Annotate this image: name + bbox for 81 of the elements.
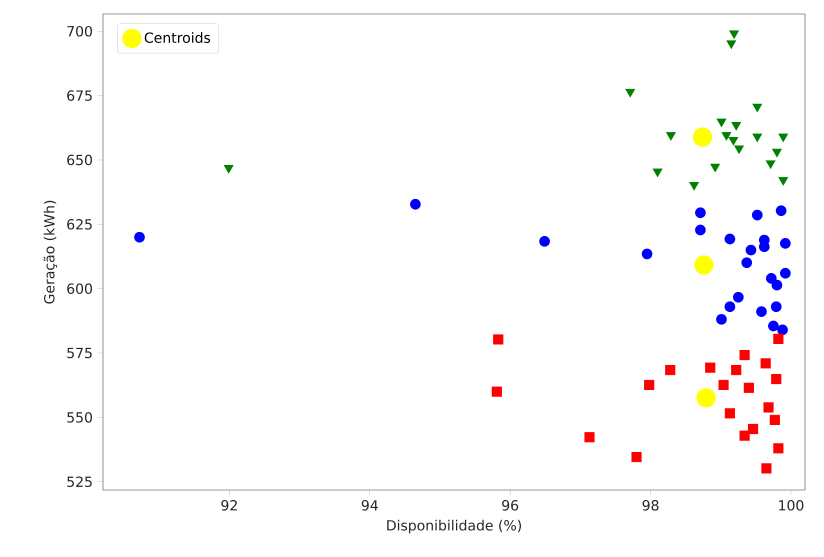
point <box>748 424 758 434</box>
point <box>584 432 595 442</box>
point <box>734 145 744 154</box>
y-tick-label: 600 <box>67 283 92 294</box>
point <box>625 88 636 98</box>
point <box>768 320 779 332</box>
point <box>756 306 767 317</box>
point <box>642 248 652 260</box>
point <box>631 452 642 462</box>
point <box>134 232 145 243</box>
point <box>752 210 763 220</box>
point <box>665 364 676 376</box>
point <box>729 30 739 39</box>
point <box>644 380 654 390</box>
point <box>722 132 732 141</box>
point <box>778 177 788 186</box>
point <box>689 182 699 191</box>
point <box>724 301 736 312</box>
point <box>780 268 791 279</box>
point <box>772 148 782 158</box>
point <box>776 205 786 216</box>
x-axis-title: Disponibilidade (%) <box>387 520 522 534</box>
x-tick-label: 96 <box>502 500 518 511</box>
point <box>752 134 762 142</box>
point <box>740 350 750 360</box>
point <box>740 430 750 441</box>
point <box>772 280 782 290</box>
point <box>760 358 771 368</box>
x-tick-label: 92 <box>221 500 237 511</box>
point <box>539 236 550 247</box>
point <box>666 132 676 141</box>
point <box>761 463 772 474</box>
point <box>770 414 780 426</box>
point <box>741 257 752 268</box>
point <box>773 443 784 454</box>
point <box>766 160 776 169</box>
point <box>771 374 782 384</box>
point <box>746 244 756 256</box>
point <box>773 334 784 344</box>
point <box>732 292 744 303</box>
point <box>692 127 712 147</box>
point <box>728 136 738 146</box>
point <box>696 388 716 408</box>
point <box>777 324 788 336</box>
legend-label: Centroids <box>144 32 210 43</box>
y-tick-label: 700 <box>67 26 92 37</box>
x-tick-label: 94 <box>362 500 378 511</box>
point <box>410 198 421 210</box>
point <box>770 301 782 312</box>
y-tick-label: 550 <box>67 412 92 423</box>
point <box>744 382 754 393</box>
point <box>716 118 726 128</box>
point <box>710 164 720 172</box>
point <box>716 314 727 325</box>
point <box>731 364 742 376</box>
y-tick-label: 525 <box>67 476 92 488</box>
point <box>778 134 788 142</box>
point <box>652 168 662 178</box>
y-tick-label: 625 <box>67 219 92 230</box>
y-tick-label: 675 <box>67 90 92 101</box>
x-tick-label: 100 <box>779 500 804 511</box>
point <box>718 380 729 390</box>
y-tick-label: 650 <box>67 154 92 166</box>
point <box>724 234 736 244</box>
y-axis-title: Geração (kWh) <box>44 200 58 304</box>
point <box>493 334 504 344</box>
y-tick-label: 575 <box>67 348 92 358</box>
point <box>224 165 234 174</box>
point <box>763 402 774 412</box>
point <box>705 362 716 373</box>
point <box>780 238 791 249</box>
point <box>695 224 706 236</box>
point <box>726 40 736 49</box>
point <box>492 386 502 397</box>
x-tick-label: 98 <box>642 500 659 511</box>
point <box>752 104 762 112</box>
point <box>766 273 777 284</box>
point <box>695 207 706 218</box>
point <box>724 408 735 418</box>
point <box>731 122 742 131</box>
point <box>694 255 714 275</box>
